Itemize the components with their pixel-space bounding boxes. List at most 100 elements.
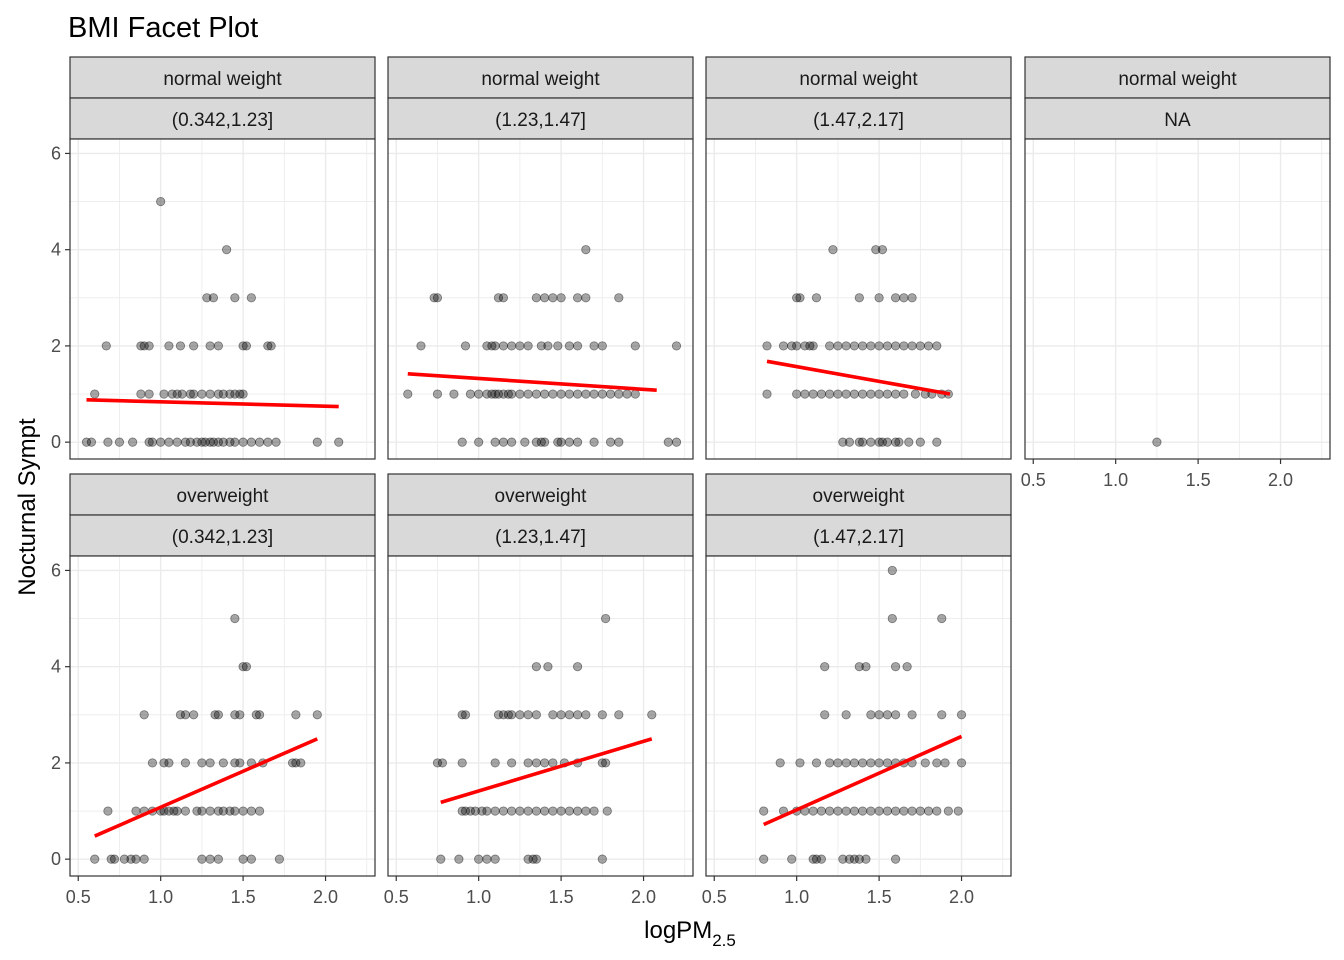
data-point [887, 613, 897, 624]
data-point [890, 437, 901, 447]
data-point [597, 758, 607, 768]
data-point [581, 389, 591, 399]
facet-panel-4: normal weight NA 0.5 1.0 1.5 2.0 [1021, 56, 1331, 490]
data-point [540, 389, 550, 399]
data-point [106, 854, 116, 864]
data-point [246, 293, 256, 303]
data-point [432, 758, 443, 768]
x-axis-title-subscript: 2.5 [712, 931, 736, 950]
data-point [553, 437, 563, 447]
data-point [218, 437, 228, 447]
data-point [139, 854, 149, 864]
data-point [811, 293, 822, 303]
data-point [296, 758, 306, 768]
data-point [460, 806, 471, 816]
fit-line [86, 398, 339, 409]
data-point [866, 806, 876, 816]
panel-border [387, 555, 694, 877]
fit-line [407, 372, 657, 392]
data-point [213, 389, 223, 399]
data-point [457, 710, 467, 720]
data-point [841, 389, 851, 399]
x-tick-label: 2.0 [949, 887, 974, 907]
data-point [225, 437, 235, 447]
data-point [808, 806, 818, 816]
data-point [460, 341, 471, 351]
strip-col [705, 97, 1012, 140]
strip-col [387, 97, 694, 140]
data-point [291, 710, 301, 720]
strip-row-label: overweight [495, 486, 588, 507]
y-tick-label: 2 [51, 753, 61, 773]
data-point [910, 389, 920, 399]
data-point [254, 710, 265, 720]
data-point [416, 341, 426, 351]
data-point [246, 806, 256, 816]
strip-col [387, 514, 694, 557]
data-point [907, 710, 917, 720]
data-point [498, 806, 509, 816]
data-point [907, 341, 917, 351]
data-point [762, 341, 772, 351]
data-point [531, 758, 541, 768]
facet-panel-3: normal weight (1.47,2.17] [705, 56, 1012, 460]
strip-row-label: overweight [813, 486, 906, 507]
panel-border [69, 555, 376, 877]
data-point [287, 758, 298, 768]
panel-background [388, 139, 693, 459]
data-point [904, 437, 914, 447]
data-point [487, 389, 497, 399]
fit-line [94, 737, 319, 838]
data-point [189, 341, 199, 351]
data-point [923, 806, 934, 816]
data-point [849, 758, 859, 768]
strip-row-label: normal weight [481, 69, 600, 90]
data-point [543, 341, 553, 351]
data-point [795, 293, 805, 303]
data-point [197, 758, 207, 768]
data-point [208, 437, 219, 447]
data-point [811, 854, 822, 864]
data-point [907, 293, 917, 303]
x-tick-label: 1.0 [784, 887, 809, 907]
data-point [871, 245, 881, 255]
data-point [597, 341, 607, 351]
panel-border [69, 138, 376, 460]
data-point [808, 341, 818, 351]
data-point [482, 806, 492, 816]
data-point [238, 437, 248, 447]
data-point [235, 710, 245, 720]
data-point [230, 758, 240, 768]
panel-background [70, 139, 375, 459]
data-point [601, 758, 611, 768]
data-point [81, 437, 92, 447]
data-point [937, 710, 947, 720]
data-point [866, 341, 876, 351]
panel-border [1024, 138, 1331, 460]
data-point [564, 389, 574, 399]
data-point [647, 710, 657, 720]
data-point [147, 437, 158, 447]
strip-row-label: normal weight [1118, 69, 1237, 90]
x-tick-label: 2.0 [313, 887, 338, 907]
data-point [192, 437, 202, 447]
data-point [474, 854, 484, 864]
data-point [861, 854, 871, 864]
data-point [825, 758, 835, 768]
data-point [230, 389, 240, 399]
data-point [225, 806, 235, 816]
data-point [144, 341, 154, 351]
data-point [230, 437, 240, 447]
data-point [849, 389, 859, 399]
data-point [762, 389, 772, 399]
data-point [605, 437, 616, 447]
data-point [915, 806, 925, 816]
data-point [825, 341, 835, 351]
data-point [254, 806, 265, 816]
data-point [605, 389, 616, 399]
data-point [175, 710, 186, 720]
data-point [197, 437, 207, 447]
data-point [507, 341, 517, 351]
data-point [230, 806, 240, 816]
data-point [86, 437, 97, 447]
